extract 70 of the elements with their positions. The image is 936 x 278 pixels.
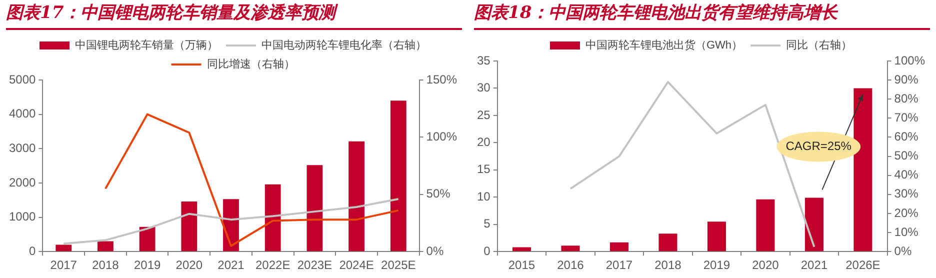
y2-tick-label: 0% [426,244,444,258]
y2-tick-label: 100% [894,53,926,68]
x-tick-label: 2017 [606,258,633,272]
y-tick-label: 0 [29,244,36,258]
y2-tick-label: 20% [894,206,919,220]
y2-tick-label: 0% [894,244,912,258]
y2-tick-label: 30% [894,186,919,201]
bar [756,199,775,252]
y-tick-label: 4000 [8,106,36,121]
y-tick-label: 5000 [8,72,36,86]
y2-tick-label: 100% [426,130,458,144]
y2-tick-label: 70% [894,110,919,124]
chart-title: 图表18：中国两轮车锂电池出货有望维持高增长 [474,0,930,28]
x-tick-label: 2020 [176,258,203,272]
x-tick-label: 2025E [381,258,416,272]
y2-tick-label: 50% [894,148,919,163]
y-tick-label: 35 [476,53,491,68]
bar [264,184,281,252]
x-tick-label: 2021 [800,258,828,272]
y-tick-label: 3000 [8,140,36,155]
legend-label: 同比增速（右轴） [206,58,295,71]
legend-label: 中国两轮车锂电池出货（GWh） [585,38,743,52]
y2-tick-label: 150% [426,72,458,86]
y-tick-label: 30 [476,80,491,95]
bar [804,198,824,252]
bar [854,88,872,252]
legend-label: 同比（右轴） [786,38,852,52]
bar [390,100,406,252]
bar [512,247,531,252]
annotation: CAGR=25% [786,139,852,154]
y-tick-label: 20 [476,135,491,149]
x-tick-label: 2021 [218,258,245,272]
x-tick-label: 2019 [134,258,161,272]
x-tick-label: 2022E [255,258,290,272]
y-tick-label: 15 [476,162,491,176]
bar [98,241,114,252]
bar [139,226,156,252]
bar [306,165,323,252]
y2-tick-label: 40% [894,168,919,182]
y-tick-label: 1000 [8,210,36,224]
x-tick-label: 2023E [297,258,332,272]
chart-title: 图表17：中国锂电两轮车销量及渗透率预测 [6,0,462,28]
x-tick-label: 2018 [92,258,120,272]
y2-tick-label: 60% [894,130,919,144]
y2-tick-label: 80% [894,91,919,106]
y-tick-label: 2000 [8,175,36,190]
x-tick-label: 2019 [703,258,730,272]
bar [610,242,628,252]
bar [56,244,72,252]
y-tick-label: 0 [484,244,491,258]
y2-tick-label: 50% [426,186,451,201]
x-tick-label: 2017 [50,258,78,272]
x-tick-label: 2020 [752,258,780,272]
bar [658,234,678,252]
bar [348,141,364,252]
x-tick-label: 2015 [508,258,536,272]
bar [561,246,580,252]
y-tick-label: 25 [476,108,491,122]
y-tick-label: 5 [484,216,491,231]
x-tick-label: 2016 [557,258,584,272]
legend-label: 中国锂电两轮车销量（万辆） [75,38,218,52]
bar [707,222,726,252]
legend-label: 中国电动两轮车锂电化率（右轴） [262,38,426,52]
x-tick-label: 2024E [339,258,374,272]
y2-tick-label: 10% [894,224,919,239]
bar [181,201,198,252]
x-tick-label: 2026E [846,258,880,272]
x-tick-label: 2018 [654,258,682,272]
y-tick-label: 10 [476,189,491,204]
y2-tick-label: 90% [894,72,919,86]
